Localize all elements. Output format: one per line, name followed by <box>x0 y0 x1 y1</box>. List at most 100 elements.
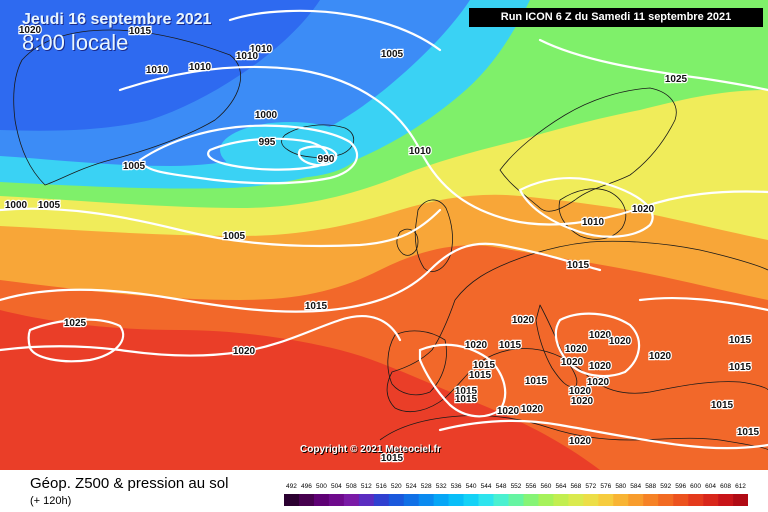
pressure-label: 1020 <box>565 344 588 355</box>
scale-label: 492 <box>286 483 297 490</box>
scale-swatch <box>284 494 300 506</box>
scale-label: 608 <box>720 483 731 490</box>
isobar-990-core <box>297 145 338 167</box>
scale-label: 552 <box>511 483 522 490</box>
scale-label: 544 <box>481 483 492 490</box>
scale-label: 528 <box>421 483 432 490</box>
isobars <box>0 9 768 450</box>
scale-swatch <box>583 494 599 506</box>
pressure-label: 1020 <box>512 315 535 326</box>
scale-swatch <box>478 494 494 506</box>
pressure-label: 1020 <box>561 357 584 368</box>
scale-label: 604 <box>705 483 716 490</box>
isobar-1015-atlantic <box>0 242 602 313</box>
scale-label: 600 <box>690 483 701 490</box>
isobar-1025-azores <box>27 318 125 363</box>
scale-swatch <box>538 494 554 506</box>
pressure-label: 1015 <box>455 394 478 405</box>
scale-swatch <box>418 494 434 506</box>
pressure-label: 1010 <box>250 44 273 55</box>
pressure-label: 1020 <box>649 351 672 362</box>
scale-label: 508 <box>346 483 357 490</box>
scale-label: 512 <box>361 483 372 490</box>
pressure-label: 1015 <box>737 427 760 438</box>
geopotential-bands <box>0 0 768 470</box>
scale-label: 496 <box>301 483 312 490</box>
pressure-label: 1020 <box>632 204 655 215</box>
pressure-label: 1010 <box>582 217 605 228</box>
pressure-label: 1015 <box>729 335 752 346</box>
scale-swatch <box>718 494 734 506</box>
pressure-label: 1015 <box>729 362 752 373</box>
scale-swatch <box>358 494 375 506</box>
scale-swatch <box>448 494 464 506</box>
isobar-1000-low <box>138 124 359 185</box>
pressure-label: 1005 <box>381 49 404 60</box>
scale-swatch <box>433 494 449 506</box>
pressure-label: 1005 <box>38 200 61 211</box>
pressure-label: 1020 <box>609 336 632 347</box>
scale-swatch <box>523 494 539 506</box>
pressure-label: 1020 <box>569 386 592 397</box>
band-blue-deep <box>0 0 320 131</box>
scale-swatch <box>673 494 689 506</box>
pressure-label: 995 <box>259 137 276 148</box>
scale-label: 588 <box>645 483 656 490</box>
pressure-label: 1020 <box>233 346 256 357</box>
britain-coast <box>414 199 453 272</box>
isobar-1020-atlantic <box>0 315 402 357</box>
pressure-label: 1020 <box>497 406 520 417</box>
scale-label: 500 <box>316 483 327 490</box>
pressure-label: 990 <box>318 154 335 165</box>
isobar-1020-north-europe <box>518 177 654 238</box>
scale-swatch <box>508 494 524 506</box>
pressure-label: 1025 <box>64 318 87 329</box>
pressure-label: 1005 <box>123 161 146 172</box>
pressure-label: 1015 <box>499 340 522 351</box>
scale-swatch <box>493 494 509 506</box>
greenland-coast <box>13 29 241 186</box>
scale-swatch <box>463 494 479 506</box>
scale-label: 576 <box>600 483 611 490</box>
isobar-1015-africa <box>438 419 768 450</box>
pressure-label: 1020 <box>589 330 612 341</box>
scale-swatch <box>388 494 405 506</box>
scale-label: 532 <box>436 483 447 490</box>
scale-swatch <box>733 494 748 506</box>
scandinavia-coast <box>499 87 677 212</box>
scale-label: 516 <box>376 483 387 490</box>
scale-label: 580 <box>615 483 626 490</box>
isobar-1005-west <box>0 207 442 248</box>
pressure-label: 1020 <box>465 340 488 351</box>
pressure-label: 1000 <box>5 200 28 211</box>
scale-swatch <box>703 494 719 506</box>
scale-swatch <box>298 494 315 506</box>
map-title: Géop. Z500 & pression au sol <box>30 475 229 492</box>
iceland-coast <box>281 124 355 158</box>
scale-label: 612 <box>735 483 746 490</box>
color-scale: 492 496 500 504 508 512 516 520 524 528 532 536 540 5… <box>284 483 748 506</box>
isobar-1020-balkan <box>554 312 641 378</box>
pressure-label: 1020 <box>569 436 592 447</box>
pressure-label: 1010 <box>236 51 259 62</box>
pressure-label: 1015 <box>305 301 328 312</box>
pressure-label: 1020 <box>571 396 594 407</box>
forecast-lead-time: (+ 120h) <box>30 495 72 507</box>
scale-label: 520 <box>391 483 402 490</box>
pressure-label: 1015 <box>473 360 496 371</box>
scale-label: 572 <box>585 483 596 490</box>
pressure-label: 1010 <box>409 146 432 157</box>
pressure-label: 1015 <box>469 370 492 381</box>
isobar-1015-med <box>418 343 507 418</box>
scale-swatch <box>658 494 674 506</box>
isobar-1025-north <box>538 38 768 92</box>
pressure-label: 1005 <box>223 231 246 242</box>
pressure-label: 1025 <box>665 74 688 85</box>
scale-label: 524 <box>406 483 417 490</box>
scale-label: 568 <box>570 483 581 490</box>
scale-swatch <box>598 494 614 506</box>
pressure-label: 1015 <box>567 260 590 271</box>
